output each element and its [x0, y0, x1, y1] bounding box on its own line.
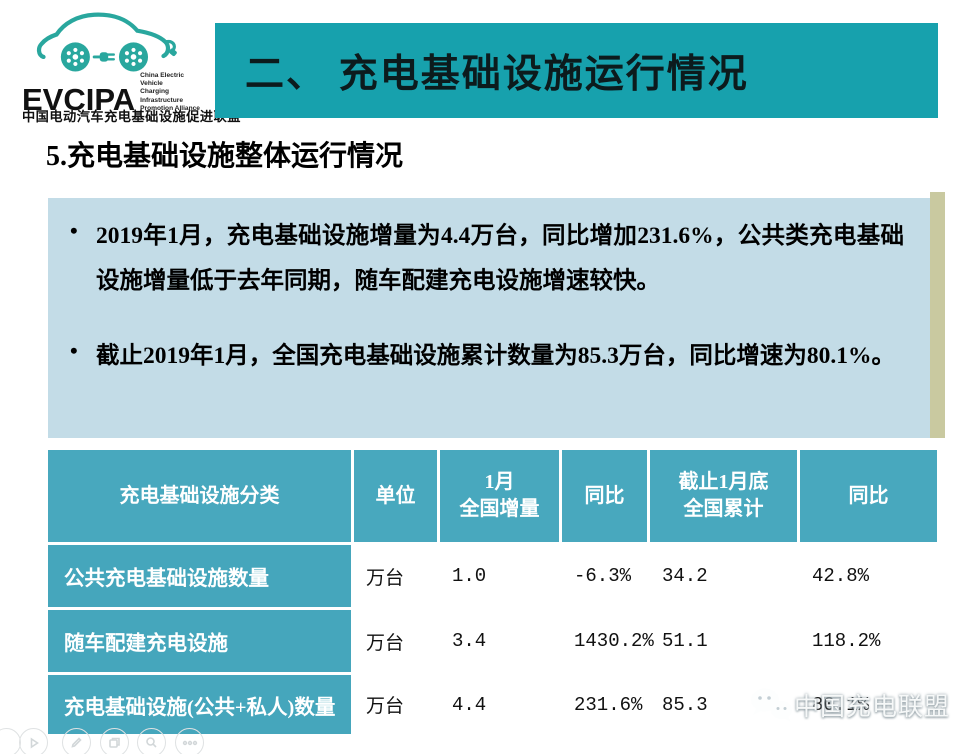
wechat-bubbles-icon: [751, 688, 792, 722]
copy-icon: [109, 737, 120, 748]
bullet-marker: •: [70, 338, 78, 364]
copy-button[interactable]: [100, 728, 129, 754]
table-cell-category: 随车配建充电设施: [48, 610, 351, 672]
bullet-marker: •: [70, 218, 78, 243]
table-cell-category: 公共充电基础设施数量: [48, 545, 351, 607]
table-cell: 万台: [366, 567, 405, 590]
edit-button[interactable]: [62, 728, 91, 754]
section-banner: 二、 充电基础设施运行情况: [215, 23, 938, 118]
more-dots-icon: [182, 740, 197, 745]
banner-title: 二、 充电基础设施运行情况: [245, 52, 749, 96]
infrastructure-table: 充电基础设施分类 单位 1月 全国增量 同比 截止1月底 全国累计 同比 公共充…: [48, 450, 937, 734]
play-button[interactable]: [19, 728, 48, 754]
table-cell: 85.3: [662, 693, 708, 716]
table-cell: 万台: [366, 696, 405, 718]
page-title: 5.充电基础设施整体运行情况: [46, 141, 404, 172]
header-cell: 单位: [354, 450, 437, 542]
highlight-bullet: • 截止2019年1月，全国充电基础设施累计数量为85.3万台，同比增速为80.…: [70, 334, 904, 379]
highlight-box-shadow: [930, 192, 945, 438]
table-cell: 万台: [366, 632, 405, 655]
highlight-bullet: • 2019年1月，充电基础设施增量为4.4万台，同比增加231.6%，公共类充…: [70, 214, 904, 304]
evcipa-logo: EVCIPA China Electric Vehicle Charging I…: [22, 6, 241, 128]
bullet-text: 截止2019年1月，全国充电基础设施累计数量为85.3万台，同比增速为80.1%…: [96, 343, 895, 370]
logo-org-english: China Electric Vehicle Charging Infrastr…: [140, 72, 200, 112]
highlight-box: • 2019年1月，充电基础设施增量为4.4万台，同比增加231.6%，公共类充…: [48, 198, 930, 438]
table-cell: 42.8%: [812, 565, 870, 587]
pencil-icon: [71, 737, 82, 748]
table-cell: 51.1: [662, 630, 708, 652]
search-button[interactable]: [137, 728, 166, 754]
table-cell: 4.4: [452, 693, 487, 716]
table-cell-category: 充电基础设施(公共+私人)数量: [48, 675, 351, 734]
play-icon: [30, 737, 39, 748]
table-cell: 1430.2%: [574, 630, 654, 652]
previous-button[interactable]: [0, 728, 21, 754]
header-cell: 1月 全国增量: [440, 450, 559, 542]
table-cell: 1.0: [452, 565, 487, 587]
search-icon: [146, 737, 157, 748]
logo-wordmark: EVCIPA China Electric Vehicle Charging I…: [22, 72, 207, 115]
table-cell: 80.1%: [812, 693, 870, 716]
header-cell: 充电基础设施分类: [48, 450, 351, 542]
header-cell: 同比: [800, 450, 937, 542]
table-cell: 231.6%: [574, 693, 643, 716]
wechat-watermark: 中国充电联盟: [748, 686, 950, 724]
ev-car-charging-icon: [36, 12, 177, 72]
table-cell: 3.4: [452, 630, 487, 652]
logo-org-chinese: 中国电动汽车充电基础设施促进联盟: [22, 109, 241, 124]
watermark-text: 中国充电联盟: [794, 693, 951, 721]
header-cell: 同比: [562, 450, 647, 542]
table-cell: -6.3%: [574, 565, 632, 587]
bullet-text: 2019年1月，充电基础设施增量为4.4万台，同比增加231.6%，公共类充电基…: [96, 223, 904, 295]
table-cell: 34.2: [662, 565, 708, 587]
more-button[interactable]: [175, 728, 204, 754]
table-cell: 118.2%: [812, 630, 881, 652]
logo-acronym: EVCIPA: [22, 82, 136, 118]
header-cell: 截止1月底 全国累计: [650, 450, 797, 542]
reader-toolbar: [0, 728, 400, 754]
